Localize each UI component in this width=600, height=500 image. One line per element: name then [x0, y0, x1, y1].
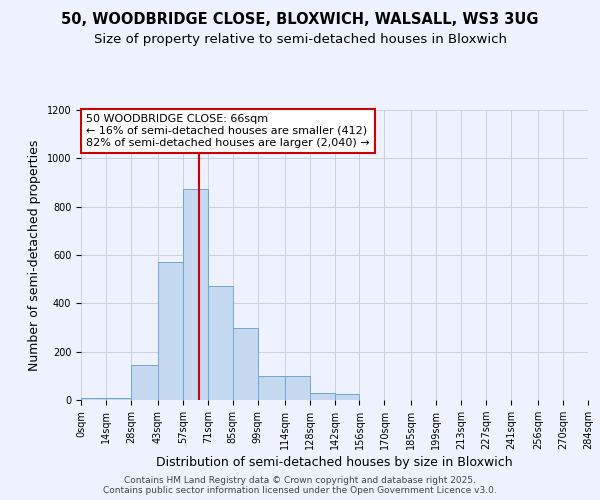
X-axis label: Distribution of semi-detached houses by size in Bloxwich: Distribution of semi-detached houses by …	[156, 456, 513, 469]
Text: 50 WOODBRIDGE CLOSE: 66sqm
← 16% of semi-detached houses are smaller (412)
82% o: 50 WOODBRIDGE CLOSE: 66sqm ← 16% of semi…	[86, 114, 370, 148]
Bar	[131, 365, 158, 400]
Text: Size of property relative to semi-detached houses in Bloxwich: Size of property relative to semi-detach…	[94, 32, 506, 46]
Bar	[284, 376, 310, 400]
Bar	[81, 398, 106, 400]
Bar	[106, 398, 131, 400]
Y-axis label: Number of semi-detached properties: Number of semi-detached properties	[28, 140, 41, 370]
Bar	[208, 286, 233, 400]
Bar	[158, 262, 183, 400]
Bar	[258, 376, 284, 400]
Bar	[183, 188, 208, 400]
Bar	[335, 394, 359, 400]
Text: 50, WOODBRIDGE CLOSE, BLOXWICH, WALSALL, WS3 3UG: 50, WOODBRIDGE CLOSE, BLOXWICH, WALSALL,…	[61, 12, 539, 28]
Bar	[233, 328, 258, 400]
Text: Contains HM Land Registry data © Crown copyright and database right 2025.
Contai: Contains HM Land Registry data © Crown c…	[103, 476, 497, 495]
Bar	[310, 393, 335, 400]
